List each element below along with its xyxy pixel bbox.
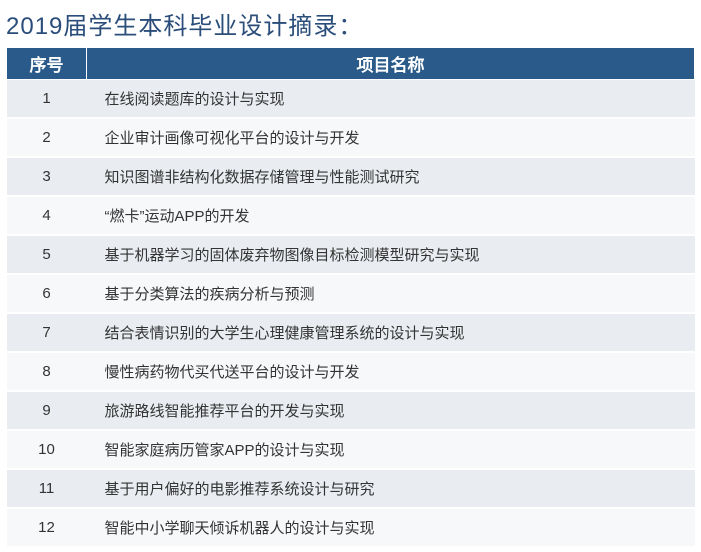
table-row: 8 慢性病药物代买代送平台的设计与开发 <box>7 352 695 391</box>
table-row: 1 在线阅读题库的设计与实现 <box>7 80 695 119</box>
table-header: 序号 项目名称 <box>7 48 695 80</box>
cell-seq: 9 <box>7 391 87 430</box>
table-row: 2 企业审计画像可视化平台的设计与开发 <box>7 118 695 157</box>
cell-seq: 3 <box>7 157 87 196</box>
cell-name: 知识图谱非结构化数据存储管理与性能测试研究 <box>87 157 695 196</box>
page-title: 2019届学生本科毕业设计摘录： <box>6 4 695 47</box>
cell-seq: 8 <box>7 352 87 391</box>
table-row: 4 “燃卡”运动APP的开发 <box>7 196 695 235</box>
table-body: 1 在线阅读题库的设计与实现 2 企业审计画像可视化平台的设计与开发 3 知识图… <box>7 80 695 548</box>
col-header-name: 项目名称 <box>87 48 695 80</box>
cell-name: 基于机器学习的固体废弃物图像目标检测模型研究与实现 <box>87 235 695 274</box>
cell-name: 企业审计画像可视化平台的设计与开发 <box>87 118 695 157</box>
cell-name: 基于用户偏好的电影推荐系统设计与研究 <box>87 469 695 508</box>
cell-seq: 5 <box>7 235 87 274</box>
cell-name: 在线阅读题库的设计与实现 <box>87 80 695 119</box>
table-row: 12 智能中小学聊天倾诉机器人的设计与实现 <box>7 508 695 547</box>
cell-seq: 1 <box>7 80 87 119</box>
cell-name: “燃卡”运动APP的开发 <box>87 196 695 235</box>
cell-name: 慢性病药物代买代送平台的设计与开发 <box>87 352 695 391</box>
table-row: 7 结合表情识别的大学生心理健康管理系统的设计与实现 <box>7 313 695 352</box>
table-row: 3 知识图谱非结构化数据存储管理与性能测试研究 <box>7 157 695 196</box>
cell-seq: 2 <box>7 118 87 157</box>
projects-table: 序号 项目名称 1 在线阅读题库的设计与实现 2 企业审计画像可视化平台的设计与… <box>6 47 695 548</box>
table-row: 5 基于机器学习的固体废弃物图像目标检测模型研究与实现 <box>7 235 695 274</box>
table-row: 9 旅游路线智能推荐平台的开发与实现 <box>7 391 695 430</box>
cell-seq: 10 <box>7 430 87 469</box>
table-row: 10 智能家庭病历管家APP的设计与实现 <box>7 430 695 469</box>
cell-name: 智能中小学聊天倾诉机器人的设计与实现 <box>87 508 695 547</box>
cell-name: 智能家庭病历管家APP的设计与实现 <box>87 430 695 469</box>
col-header-seq: 序号 <box>7 48 87 80</box>
cell-seq: 12 <box>7 508 87 547</box>
cell-name: 基于分类算法的疾病分析与预测 <box>87 274 695 313</box>
cell-seq: 11 <box>7 469 87 508</box>
cell-seq: 6 <box>7 274 87 313</box>
cell-seq: 4 <box>7 196 87 235</box>
table-row: 6 基于分类算法的疾病分析与预测 <box>7 274 695 313</box>
document-container: 2019届学生本科毕业设计摘录： 序号 项目名称 1 在线阅读题库的设计与实现 … <box>0 0 701 552</box>
cell-name: 旅游路线智能推荐平台的开发与实现 <box>87 391 695 430</box>
cell-name: 结合表情识别的大学生心理健康管理系统的设计与实现 <box>87 313 695 352</box>
table-row: 11 基于用户偏好的电影推荐系统设计与研究 <box>7 469 695 508</box>
cell-seq: 7 <box>7 313 87 352</box>
